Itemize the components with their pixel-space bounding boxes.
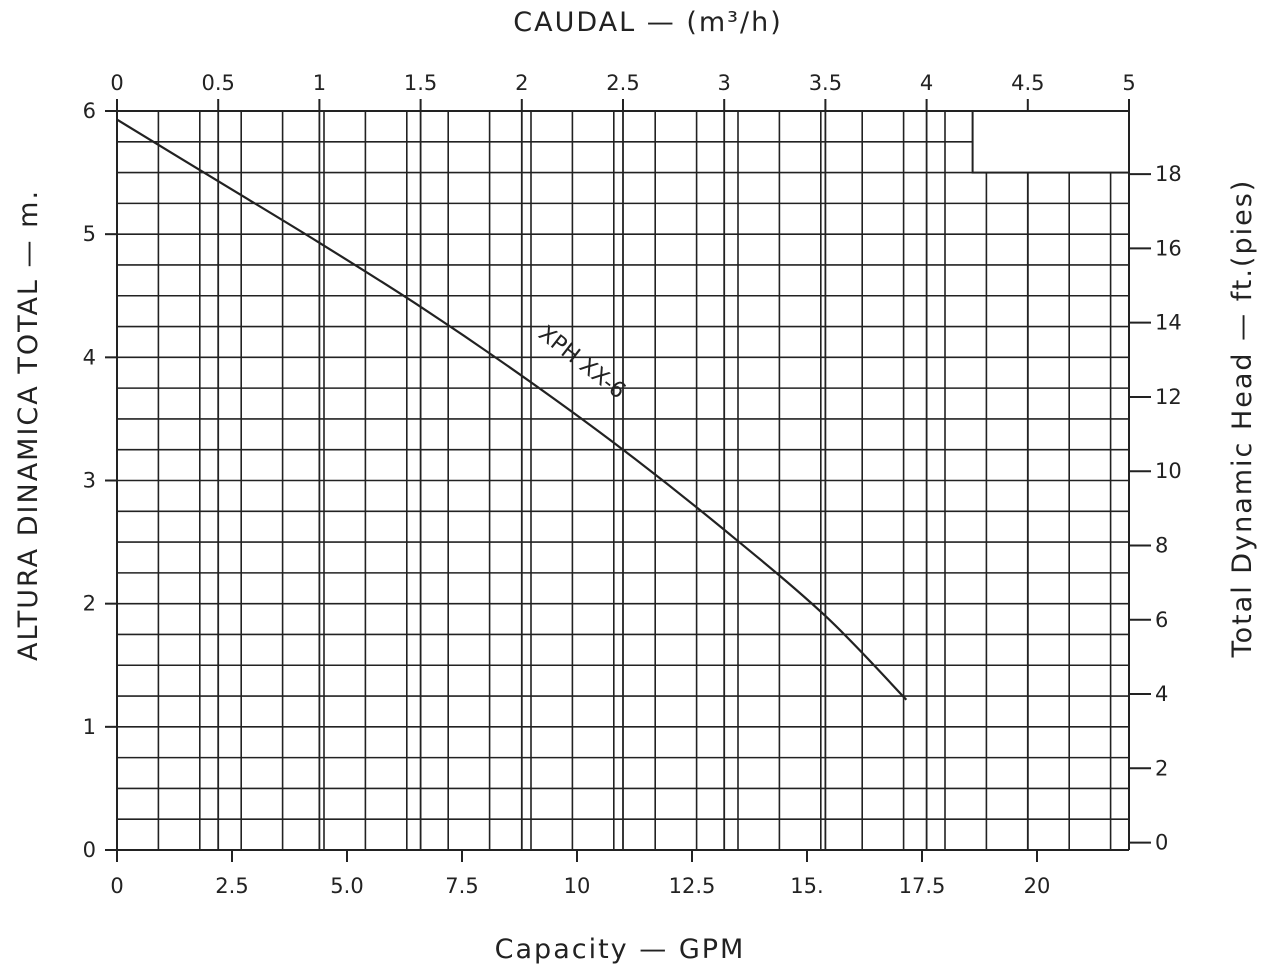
axis-ticks xyxy=(105,99,1151,862)
bottom-axis-title: Capacity — GPM xyxy=(495,934,746,965)
top-axis-tick-label: 4.5 xyxy=(1011,71,1044,95)
top-axis-tick-label: 2.5 xyxy=(606,71,639,95)
axis-tick-labels: 0 0.5 1 1.5 2 2.5 3 3.5 4 4.5 50 2.5 5.0 7.5 10 12.5 15.… xyxy=(83,71,1182,898)
left-axis-tick-label: 4 xyxy=(83,345,96,369)
right-axis-tick-label: 14 xyxy=(1155,311,1182,335)
bottom-axis-tick-label: 10 xyxy=(564,874,591,898)
bottom-axis-tick-label: 12.5 xyxy=(669,874,716,898)
top-axis-tick-label: 3.5 xyxy=(809,71,842,95)
top-axis-tick-label: 5 xyxy=(1122,71,1135,95)
left-axis-tick-label: 6 xyxy=(83,99,96,123)
right-axis-tick-label: 18 xyxy=(1155,162,1182,186)
bottom-axis-tick-label: 0 xyxy=(110,874,123,898)
top-axis-tick-label: 2 xyxy=(515,71,528,95)
bottom-axis-tick-label: 2.5 xyxy=(215,874,248,898)
left-axis-tick-label: 5 xyxy=(83,222,96,246)
top-axis-tick-label: 0 xyxy=(110,71,123,95)
bottom-axis-tick-label: 20 xyxy=(1024,874,1051,898)
bottom-axis-tick-label: 17.5 xyxy=(899,874,946,898)
right-axis-tick-label: 12 xyxy=(1155,385,1182,409)
right-axis-tick-label: 0 xyxy=(1155,831,1168,855)
right-axis-tick-label: 16 xyxy=(1155,236,1182,260)
right-axis-tick-label: 6 xyxy=(1155,608,1168,632)
legend-box xyxy=(971,110,1130,174)
top-axis-tick-label: 1.5 xyxy=(404,71,437,95)
top-axis-tick-label: 4 xyxy=(920,71,933,95)
series-line-xph-xx-6 xyxy=(116,118,908,701)
right-axis-tick-label: 4 xyxy=(1155,682,1168,706)
top-axis-tick-label: 3 xyxy=(718,71,731,95)
series-label-xph-xx-6: XPH XX-6 xyxy=(534,321,630,404)
left-axis-title: ALTURA DINAMICA TOTAL — m. xyxy=(13,189,44,661)
right-axis-tick-label: 10 xyxy=(1155,459,1182,483)
right-axis-tick-label: 8 xyxy=(1155,533,1168,557)
left-axis-tick-label: 2 xyxy=(83,592,96,616)
left-axis-tick-label: 3 xyxy=(83,469,96,493)
bottom-axis-tick-label: 15. xyxy=(790,874,823,898)
right-axis-title: Total Dynamic Head — ft.(pies) xyxy=(1227,179,1258,659)
top-axis-title: CAUDAL — (m³/h) xyxy=(513,7,782,38)
top-axis-tick-label: 1 xyxy=(313,71,326,95)
left-axis-tick-label: 0 xyxy=(83,838,96,862)
bottom-axis-tick-label: 5.0 xyxy=(330,874,363,898)
right-axis-tick-label: 2 xyxy=(1155,756,1168,780)
left-axis-tick-label: 1 xyxy=(83,715,96,739)
bottom-axis-tick-label: 7.5 xyxy=(445,874,478,898)
top-axis-tick-label: 0.5 xyxy=(201,71,234,95)
